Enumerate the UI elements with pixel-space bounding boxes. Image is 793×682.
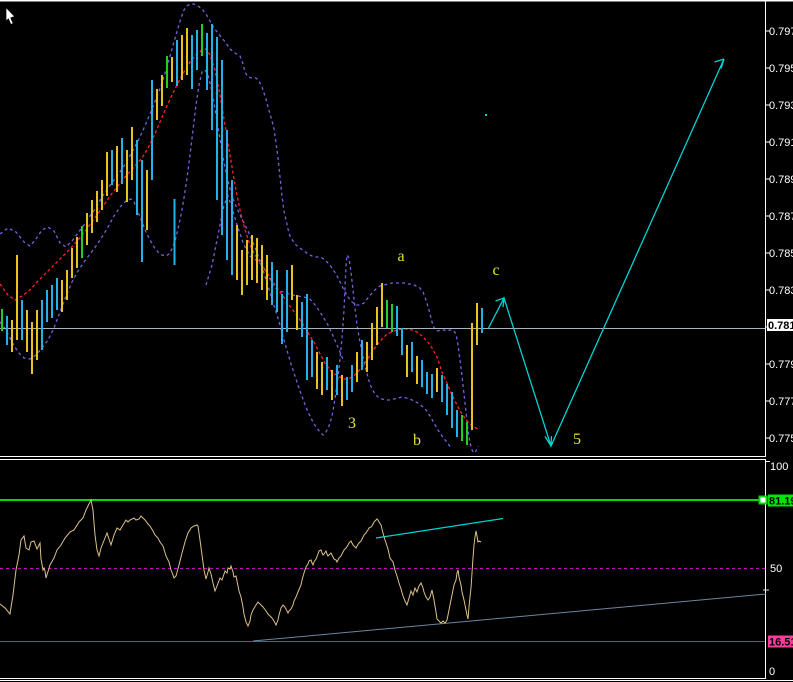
svg-text:5: 5 (573, 431, 581, 448)
svg-text:16.51: 16.51 (769, 637, 793, 649)
svg-text:0.777: 0.777 (769, 396, 793, 408)
svg-text:50: 50 (770, 563, 782, 575)
svg-text:0: 0 (769, 666, 775, 678)
svg-text:100: 100 (770, 461, 788, 473)
svg-text:0.7812: 0.7812 (768, 320, 793, 332)
svg-text:81.19: 81.19 (769, 496, 793, 508)
svg-text:0.775: 0.775 (769, 433, 793, 445)
svg-text:0.783: 0.783 (769, 285, 793, 297)
svg-text:0.785: 0.785 (769, 248, 793, 260)
svg-text:3: 3 (348, 415, 356, 432)
svg-text:0.797: 0.797 (769, 26, 793, 38)
svg-text:c: c (492, 262, 499, 279)
svg-text:0.779: 0.779 (769, 359, 793, 371)
svg-text:0.795: 0.795 (769, 63, 793, 75)
svg-text:0.789: 0.789 (769, 174, 793, 186)
svg-text:0.791: 0.791 (769, 137, 793, 149)
svg-text:b: b (413, 432, 421, 449)
svg-text:0.793: 0.793 (769, 100, 793, 112)
svg-text:0.787: 0.787 (769, 211, 793, 223)
svg-text:a: a (397, 248, 404, 265)
